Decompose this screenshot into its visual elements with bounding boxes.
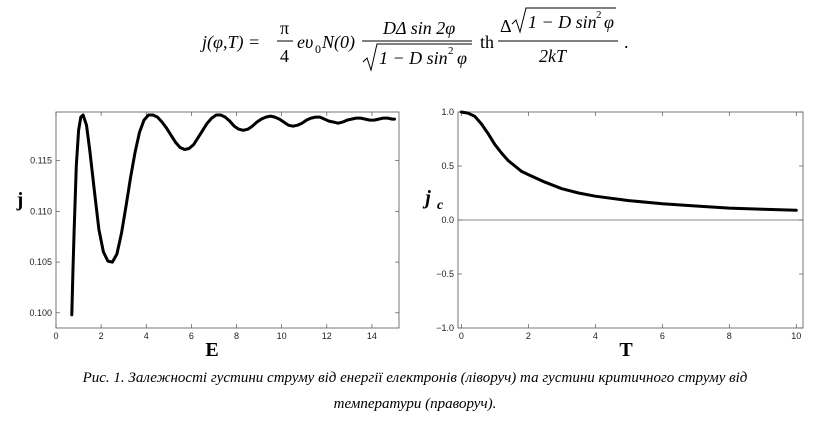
right-y-tick-label: 0.5 [441, 161, 454, 171]
left-x-tick-label: 4 [144, 331, 149, 341]
left-series-line [70, 113, 396, 317]
right-x-tick-label: 8 [727, 331, 732, 341]
right-x-tick-label: 2 [526, 331, 531, 341]
right-y-axis-label: j [422, 187, 431, 209]
left-plot-frame [55, 111, 400, 329]
formula-den2: 2kT [539, 46, 568, 66]
left-y-axis-label: j [16, 189, 24, 211]
sqrt-sign-2 [511, 7, 616, 34]
left-x-tick-label: 8 [234, 331, 239, 341]
formula-pi: π [280, 18, 289, 38]
formula-sub-0: 0 [315, 42, 321, 56]
left-x-tick-label: 12 [322, 331, 332, 341]
left-x-tick-label: 10 [277, 331, 287, 341]
right-x-axis-label: T [619, 339, 633, 360]
formula-den1: 1 − D sin [379, 48, 448, 68]
formula-num2-delta: Δ [500, 16, 512, 36]
formula-e-v: eυ [297, 32, 313, 52]
formula-lhs: j(φ,T) = [200, 32, 260, 53]
formula: j(φ,T) = π 4 eυ 0 N(0) DΔ sin 2φ 1 − D s… [200, 7, 629, 72]
left-x-tick-label: 6 [189, 331, 194, 341]
right-y-tick-label: −1.0 [436, 323, 454, 333]
left-y-tick-label: 0.100 [29, 308, 52, 318]
formula-th: th [480, 32, 494, 52]
right-x-tick-label: 0 [459, 331, 464, 341]
left-y-tick-label: 0.115 [30, 156, 52, 166]
formula-den1-phi: φ [457, 48, 467, 68]
left-x-axis-label: E [205, 339, 218, 360]
sqrt-sign-1 [362, 43, 472, 72]
formula-num1: DΔ sin 2φ [382, 18, 455, 38]
right-y-tick-label: −0.5 [436, 269, 454, 279]
left-y-tick-label: 0.105 [29, 257, 52, 267]
right-y-tick-label: 1.0 [441, 107, 454, 117]
chart-right: 0 2 4 6 8 10 −1.0 −0.5 0.0 0.5 1.0 Tj c [422, 107, 804, 360]
formula-period: . [624, 32, 629, 52]
left-y-tick-label: 0.110 [30, 206, 52, 216]
right-y-tick-label: 0.0 [441, 215, 454, 225]
right-y-axis-label-subscript: c [437, 198, 444, 213]
chart-left: 0 2 4 6 8 10 12 14 0.100 0.105 0.110 0.115 Ej [16, 111, 400, 360]
formula-den1-exp: 2 [448, 45, 454, 57]
left-x-tick-label: 14 [367, 331, 377, 341]
left-x-tick-label: 0 [53, 331, 58, 341]
formula-four: 4 [280, 46, 289, 66]
formula-num2: 1 − D sin [528, 12, 597, 32]
caption-line-2: температури (праворуч). [333, 396, 497, 412]
right-x-tick-label: 6 [660, 331, 665, 341]
right-x-tick-label: 10 [791, 331, 801, 341]
formula-num2-exp: 2 [596, 9, 602, 21]
caption-line-1: Рис. 1. Залежності густини струму від ен… [82, 370, 748, 386]
formula-num2-phi: φ [604, 12, 614, 32]
right-x-tick-label: 4 [593, 331, 598, 341]
formula-n0: N(0) [321, 32, 355, 53]
figure: 0 2 4 6 8 10 12 14 0.100 0.105 0.110 0.115 Ej 0 2 4 6 8 1… [16, 107, 804, 360]
left-x-tick-label: 2 [99, 331, 104, 341]
right-series-line [459, 110, 798, 212]
